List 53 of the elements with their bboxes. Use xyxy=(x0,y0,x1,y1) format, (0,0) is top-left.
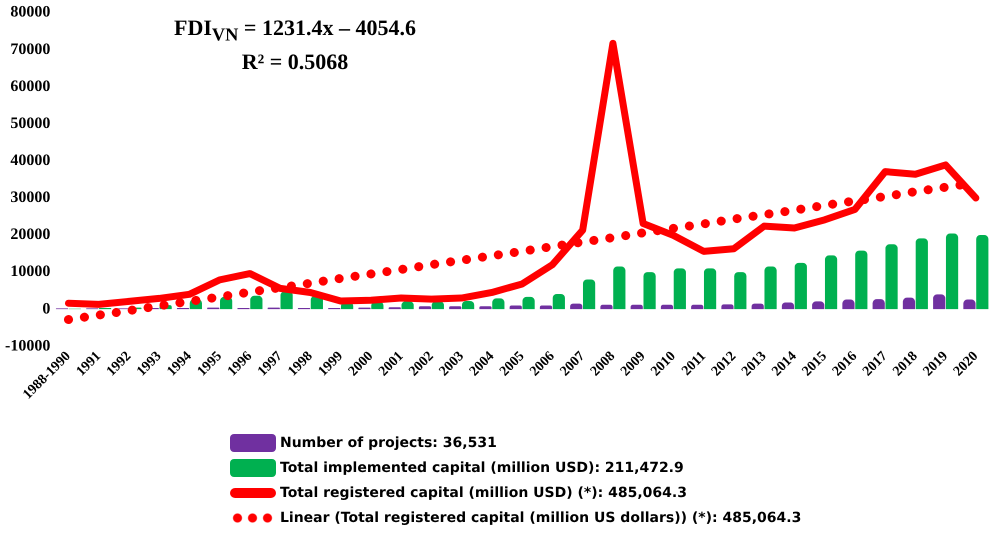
y-tick-label: 0 xyxy=(42,300,50,318)
bar xyxy=(976,235,988,310)
bar xyxy=(660,304,674,310)
y-tick-label: 40000 xyxy=(10,152,50,170)
legend-label: Total implemented capital (million USD): 211,472.9 xyxy=(280,460,684,476)
bar xyxy=(540,305,552,310)
legend-label: Linear (Total registered capital (million US dollars)) (*): 485,064.3 xyxy=(280,510,802,526)
bar xyxy=(764,266,777,310)
annotation: R² = 0.5068 xyxy=(240,48,350,76)
y-tick-label: 50000 xyxy=(10,114,50,132)
bar xyxy=(582,280,596,310)
bar xyxy=(782,302,794,310)
bar xyxy=(902,298,916,310)
bar xyxy=(522,296,535,310)
y-tick-label: 60000 xyxy=(10,78,50,95)
y-tick-label: 70000 xyxy=(10,40,50,58)
bar xyxy=(794,262,807,310)
bar xyxy=(704,268,716,310)
bar xyxy=(963,300,976,310)
bar xyxy=(855,250,868,310)
bar xyxy=(630,304,643,310)
bar xyxy=(600,304,613,310)
bar xyxy=(418,306,432,310)
bar xyxy=(479,306,492,310)
bar xyxy=(492,298,504,310)
y-tick-label: 30000 xyxy=(10,189,50,206)
bar xyxy=(570,304,582,310)
bar xyxy=(674,268,686,310)
bar xyxy=(643,272,656,310)
bar xyxy=(933,294,946,310)
legend-label: Total registered capital (million USD) (*): 485,064.3 xyxy=(280,484,687,500)
y-tick-label: 20000 xyxy=(10,226,50,244)
bar xyxy=(946,234,958,310)
bar xyxy=(721,304,734,310)
annotation: FDI$_{VN}$ = 1231.4x – 4054.6 xyxy=(173,14,417,46)
bar xyxy=(885,244,898,310)
bar xyxy=(872,299,885,310)
bar xyxy=(449,306,462,310)
y-tick-label: 10000 xyxy=(10,263,50,280)
y-tick-label: -10000 xyxy=(5,337,50,354)
bar xyxy=(824,255,838,310)
legend-label: Number of projects: 36,531 xyxy=(280,434,497,450)
bar xyxy=(916,238,928,310)
bar xyxy=(842,300,855,310)
bar xyxy=(734,272,746,310)
bar xyxy=(250,296,262,310)
bar xyxy=(552,294,565,310)
bar xyxy=(752,304,764,310)
bar xyxy=(613,266,626,310)
bar xyxy=(510,305,522,310)
bar xyxy=(691,304,704,310)
bar xyxy=(280,291,293,310)
y-tick-label: 80000 xyxy=(10,4,50,21)
